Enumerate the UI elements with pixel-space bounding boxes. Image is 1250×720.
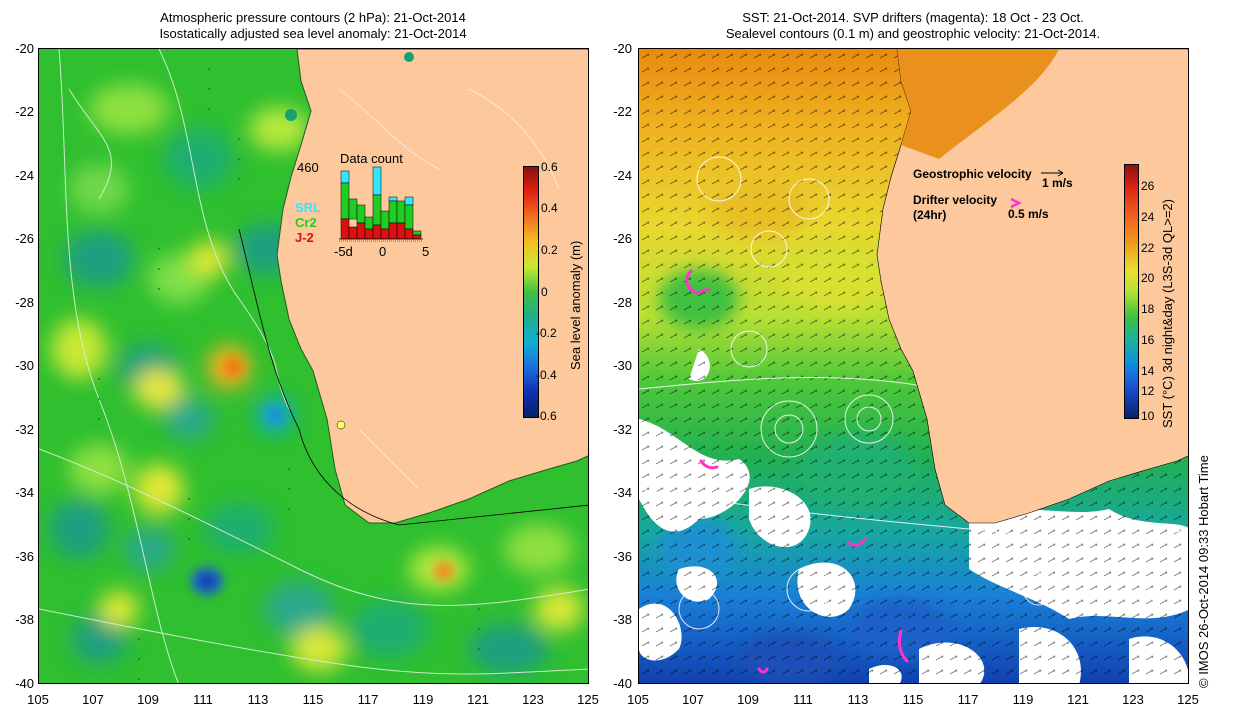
inset-x-label-neg5: -5d bbox=[334, 244, 353, 259]
imos-credit: © IMOS 26-Oct-2014 09:33 Hobart Time bbox=[1196, 455, 1211, 688]
drifter-velocity-speed: 0.5 m/s bbox=[1008, 207, 1049, 221]
left-y-tick: -38 bbox=[15, 612, 34, 627]
left-title-line1: Atmospheric pressure contours (2 hPa): 2… bbox=[160, 10, 466, 25]
sla-colorbar-label: Sea level anomaly (m) bbox=[568, 240, 583, 370]
sst-tick-16: 16 bbox=[1141, 333, 1155, 347]
right-x-tick: 125 bbox=[1177, 692, 1199, 707]
sst-tick-10: 10 bbox=[1141, 409, 1155, 423]
drifter-arrow-icon bbox=[1010, 197, 1022, 209]
right-title-line2: Sealevel contours (0.1 m) and geostrophi… bbox=[725, 26, 1101, 41]
geostrophic-arrow-icon bbox=[1041, 169, 1064, 177]
left-y-tick: -22 bbox=[15, 104, 34, 119]
left-y-tick: -36 bbox=[15, 549, 34, 564]
drifter-velocity-label-24hr: (24hr) bbox=[913, 208, 947, 222]
sea-level-anomaly-field bbox=[39, 49, 588, 683]
right-y-tick: -24 bbox=[613, 168, 632, 183]
sst-colorbar-label: SST (°C) 3d night&day (L3S-3d QL>=2) bbox=[1160, 199, 1175, 428]
inset-legend-j2: J-2 bbox=[295, 230, 314, 245]
sla-tick-neg0.4: -0.4 bbox=[536, 368, 557, 382]
sst-tick-20: 20 bbox=[1141, 271, 1155, 285]
left-x-tick: 121 bbox=[467, 692, 489, 707]
right-y-tick: -20 bbox=[613, 41, 632, 56]
right-y-tick: -26 bbox=[613, 231, 632, 246]
sst-tick-26: 26 bbox=[1141, 179, 1155, 193]
right-x-tick: 121 bbox=[1067, 692, 1089, 707]
left-y-tick: -32 bbox=[15, 422, 34, 437]
sla-tick-neg0.2: -0.2 bbox=[536, 326, 557, 340]
sla-tick-0.4: 0.4 bbox=[541, 201, 558, 215]
left-x-tick: 117 bbox=[357, 692, 379, 707]
right-x-tick: 123 bbox=[1122, 692, 1144, 707]
left-x-tick: 113 bbox=[247, 692, 269, 707]
sla-tick-0: 0 bbox=[541, 285, 548, 299]
inset-x-label-0: 0 bbox=[379, 244, 387, 259]
sst-tick-18: 18 bbox=[1141, 302, 1155, 316]
inset-count: 460 bbox=[297, 160, 319, 175]
sst-tick-12: 12 bbox=[1141, 384, 1155, 398]
left-x-tick: 123 bbox=[522, 692, 544, 707]
sea-level-anomaly-map bbox=[38, 48, 589, 684]
sst-tick-22: 22 bbox=[1141, 241, 1155, 255]
inset-legend-cr2: Cr2 bbox=[295, 215, 317, 230]
sst-map bbox=[638, 48, 1189, 684]
left-x-tick: 125 bbox=[577, 692, 599, 707]
right-y-tick: -30 bbox=[613, 358, 632, 373]
left-title-line2: Isostatically adjusted sea level anomaly… bbox=[159, 26, 467, 41]
left-x-tick: 105 bbox=[27, 692, 49, 707]
inset-title: Data count bbox=[340, 151, 403, 166]
right-y-tick: -28 bbox=[613, 295, 632, 310]
sst-field bbox=[639, 49, 1188, 683]
right-x-tick: 109 bbox=[737, 692, 759, 707]
sla-tick-0.2: 0.2 bbox=[541, 243, 558, 257]
left-x-tick: 109 bbox=[137, 692, 159, 707]
left-y-tick: -28 bbox=[15, 295, 34, 310]
left-y-tick: -20 bbox=[15, 41, 34, 56]
right-x-tick: 113 bbox=[847, 692, 869, 707]
right-y-tick: -32 bbox=[613, 422, 632, 437]
right-x-tick: 107 bbox=[682, 692, 704, 707]
drifter-velocity-label: Drifter velocity bbox=[913, 193, 998, 207]
left-y-tick: -24 bbox=[15, 168, 34, 183]
geostrophic-velocity-label: Geostrophic velocity bbox=[913, 167, 1032, 181]
inset-x-label-5: 5 bbox=[422, 244, 430, 259]
left-x-tick: 107 bbox=[82, 692, 104, 707]
sst-tick-14: 14 bbox=[1141, 364, 1155, 378]
left-x-tick: 115 bbox=[302, 692, 324, 707]
right-y-tick: -36 bbox=[613, 549, 632, 564]
sst-colorbar bbox=[1124, 164, 1139, 419]
right-x-tick: 115 bbox=[902, 692, 924, 707]
right-x-tick: 117 bbox=[957, 692, 979, 707]
left-x-tick: 119 bbox=[412, 692, 434, 707]
left-y-tick: -34 bbox=[15, 485, 34, 500]
left-y-tick: -26 bbox=[15, 231, 34, 246]
sla-tick-neg0.6: -0.6 bbox=[536, 409, 557, 423]
slа-tick-0.6: 0.6 bbox=[541, 160, 558, 174]
sst-tick-24: 24 bbox=[1141, 210, 1155, 224]
left-y-tick: -30 bbox=[15, 358, 34, 373]
right-y-tick: -34 bbox=[613, 485, 632, 500]
right-y-tick: -22 bbox=[613, 104, 632, 119]
right-x-tick: 105 bbox=[627, 692, 649, 707]
geostrophic-velocity-speed: 1 m/s bbox=[1042, 176, 1073, 190]
left-x-tick: 111 bbox=[193, 692, 213, 707]
right-x-tick: 111 bbox=[793, 692, 813, 707]
data-count-inset bbox=[339, 166, 423, 242]
right-title-line1: SST: 21-Oct-2014. SVP drifters (magenta)… bbox=[742, 10, 1084, 25]
inset-legend-srl: SRL bbox=[295, 200, 321, 215]
left-y-tick: -40 bbox=[15, 676, 34, 691]
sea-level-colorbar bbox=[523, 166, 539, 418]
right-y-tick: -38 bbox=[613, 612, 632, 627]
right-y-tick: -40 bbox=[613, 676, 632, 691]
right-x-tick: 119 bbox=[1012, 692, 1034, 707]
